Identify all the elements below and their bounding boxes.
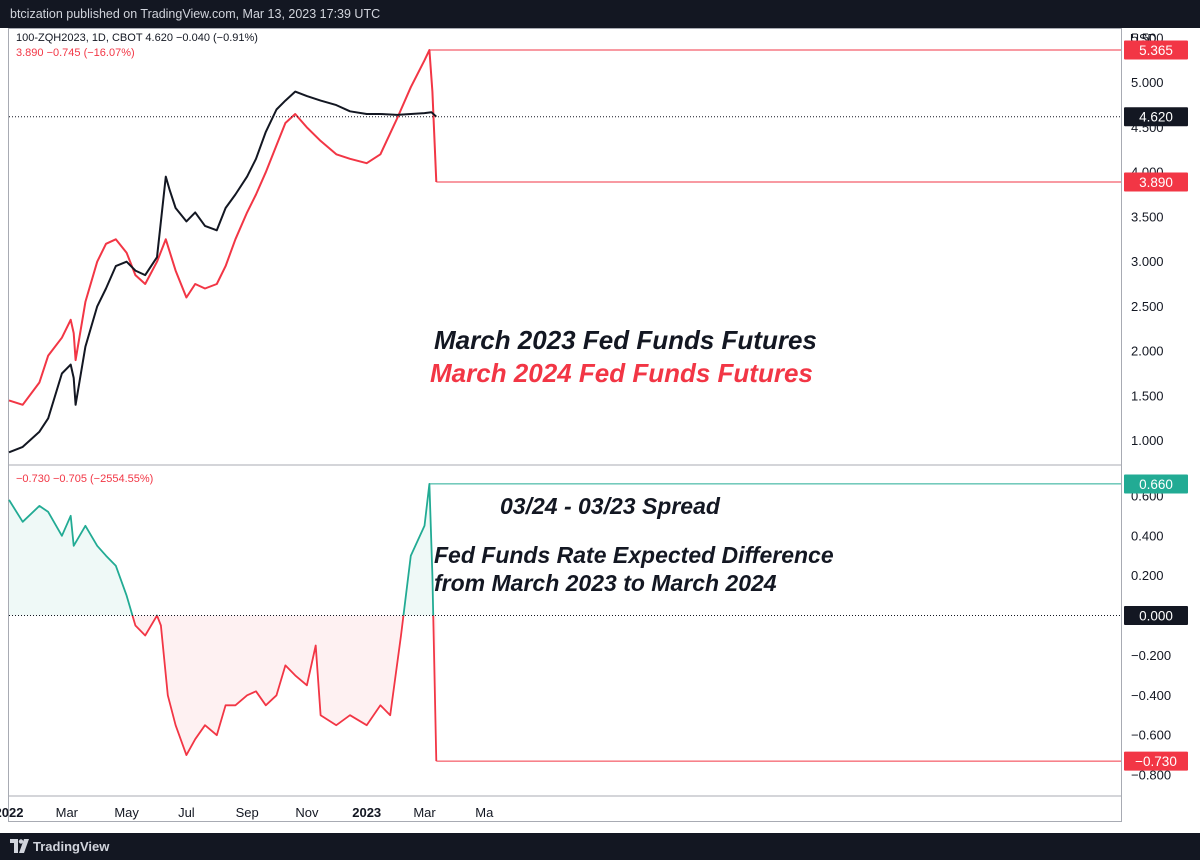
bottom-price-label-1-text: 0.000: [1139, 609, 1173, 624]
top-price-label-1-box: [1124, 107, 1188, 127]
xtick-label: 2023: [352, 805, 381, 820]
annotation-march-2023: March 2023 Fed Funds Futures: [434, 325, 817, 355]
spread-negative-fill: [9, 615, 437, 762]
march-2024-series-line: [8, 49, 438, 406]
spread-positive-line: [8, 482, 435, 616]
bottom-price-label-2-box: [1124, 751, 1188, 771]
publish-info: btcization published on TradingView.com,…: [10, 7, 381, 21]
bottom-ytick: 0.200: [1131, 568, 1164, 583]
annotation-spread-title: 03/24 - 03/23 Spread: [500, 493, 720, 519]
chart-frame: [8, 28, 1122, 822]
bottom-ytick: −0.800: [1131, 768, 1171, 783]
bottom-ytick: 0.400: [1131, 528, 1164, 543]
top-price-label-2-box: [1124, 172, 1188, 192]
top-ytick: 3.500: [1131, 209, 1164, 224]
xtick-label: Nov: [295, 805, 319, 820]
bottom-price-label-1-box: [1124, 606, 1188, 626]
annotation-spread-desc2: from March 2023 to March 2024: [434, 570, 777, 596]
xtick-label: Ma: [475, 805, 494, 820]
top-bar: btcization published on TradingView.com,…: [0, 0, 1200, 28]
top-ytick: 3.000: [1131, 254, 1164, 269]
spread-positive-fill: [9, 483, 437, 616]
tradingview-logo-icon: [10, 839, 29, 853]
bottom-bar: TradingView: [0, 833, 1200, 860]
spread-negative-line: [131, 615, 438, 762]
annotation-spread-desc1: Fed Funds Rate Expected Difference: [434, 542, 834, 568]
bottom-price-label-0-text: 0.660: [1139, 477, 1173, 492]
xtick-label: Mar: [413, 805, 436, 820]
top-price-label-1-text: 4.620: [1139, 110, 1173, 125]
xtick-label: Jul: [178, 805, 195, 820]
bottom-ytick: −0.400: [1131, 688, 1171, 703]
top-ytick: 2.500: [1131, 299, 1164, 314]
top-legend-line1: 100-ZQH2023, 1D, CBOT 4.620 −0.040 (−0.9…: [16, 32, 258, 44]
top-price-label-0-box: [1124, 40, 1188, 60]
bottom-ytick: −0.600: [1131, 728, 1171, 743]
bottom-price-label-2-text: −0.730: [1135, 754, 1177, 769]
xtick-label: May: [114, 805, 139, 820]
top-ytick: 5.000: [1131, 75, 1164, 90]
tradingview-logo-text: TradingView: [33, 839, 110, 854]
top-ytick: 2.000: [1131, 344, 1164, 359]
xtick-label: Mar: [56, 805, 79, 820]
bottom-legend-line1: −0.730 −0.705 (−2554.55%): [16, 473, 154, 485]
top-legend-line2: 3.890 −0.745 (−16.07%): [16, 47, 135, 59]
top-price-label-0-text: 5.365: [1139, 43, 1173, 58]
annotation-march-2024: March 2024 Fed Funds Futures: [430, 358, 813, 388]
bottom-ytick: −0.200: [1131, 648, 1171, 663]
xtick-label: Sep: [236, 805, 259, 820]
march-2023-series-line: [8, 90, 437, 454]
xtick-label: 2022: [0, 805, 23, 820]
bottom-price-label-0-box: [1124, 474, 1188, 494]
top-price-label-2-text: 3.890: [1139, 175, 1173, 190]
top-ytick: 1.000: [1131, 433, 1164, 448]
top-ytick: 1.500: [1131, 388, 1164, 403]
